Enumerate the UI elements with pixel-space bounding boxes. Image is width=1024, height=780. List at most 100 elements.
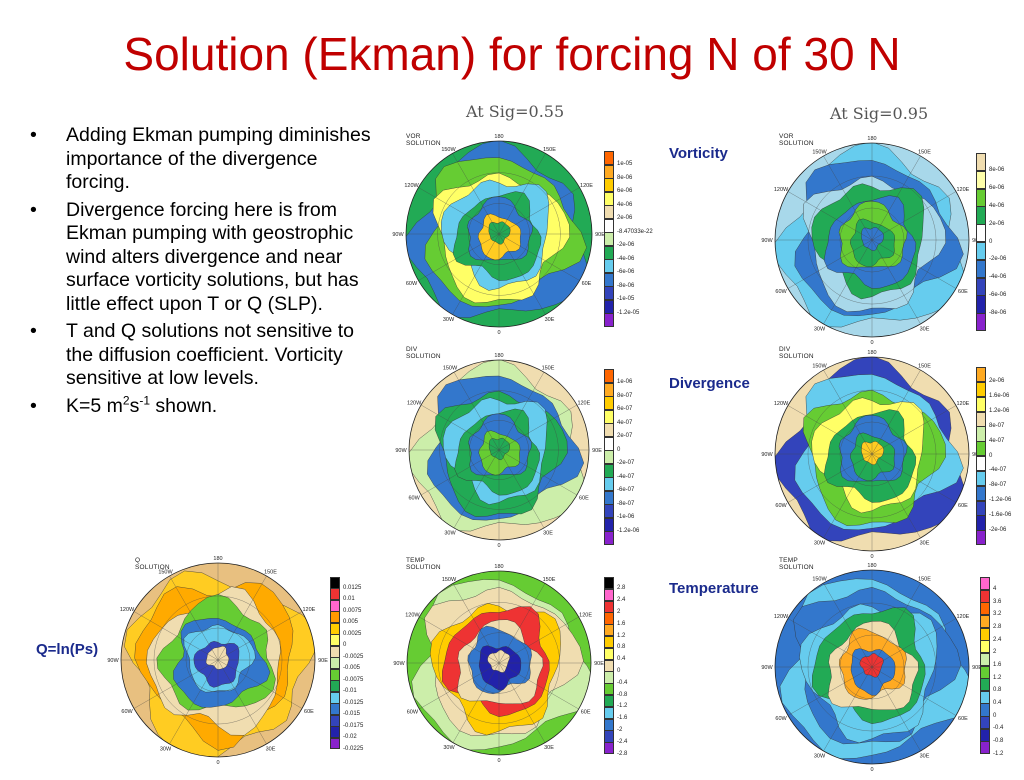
- colorbar-swatch: [604, 588, 614, 602]
- colorbar-tick-label: 0: [617, 667, 621, 674]
- colorbar-swatch: [604, 706, 614, 720]
- longitude-label: 30W: [814, 326, 826, 332]
- colorbar-tick-label: 1.2: [993, 674, 1002, 681]
- longitude-label: 180: [867, 136, 876, 142]
- panel-title: DIV SOLUTION: [779, 346, 814, 360]
- polar-map: 180 150E 120E 90E 60E 30E 0 30W 60W 90W 120W 150W: [392, 134, 605, 336]
- bullet-item: K=5 m2s-1 shown.: [26, 394, 378, 419]
- colorbar-swatch: [976, 411, 986, 427]
- longitude-label: 180: [494, 564, 503, 570]
- header-sig-095: At Sig=0.95: [830, 104, 929, 123]
- panel-title: TEMP SOLUTION: [779, 557, 814, 571]
- longitude-label: 60E: [958, 716, 968, 722]
- colorbar-tick-label: -4e-06: [617, 255, 635, 262]
- colorbar-tick-label: 4e-07: [617, 419, 633, 426]
- colorbar-tick-label: -1.6e-06: [989, 511, 1012, 518]
- colorbar-swatch: [604, 382, 614, 397]
- colorbar-tick-label: -1.2e-06: [617, 527, 640, 534]
- colorbar-swatch: [976, 259, 986, 279]
- longitude-label: 90W: [761, 238, 773, 244]
- colorbar-tick-label: 1.6: [617, 620, 626, 627]
- longitude-label: 180: [867, 563, 876, 569]
- colorbar-tick-label: 0.01: [343, 596, 355, 603]
- colorbar-tick-label: 0: [993, 712, 997, 719]
- colorbar-tick-label: -4e-07: [989, 467, 1007, 474]
- colorbar-swatch: [976, 224, 986, 243]
- colorbar-swatch: [980, 614, 990, 629]
- colorbar-tick-label: 2e-07: [617, 433, 633, 440]
- colorbar-swatch: [980, 652, 990, 666]
- colorbar-tick-label: -0.8: [617, 691, 628, 698]
- longitude-label: 90E: [972, 665, 982, 671]
- colorbar-tick-label: -2e-06: [989, 256, 1007, 263]
- colorbar-tick-label: 0.0125: [343, 584, 362, 591]
- colorbar-swatch: [604, 490, 614, 505]
- colorbar-tick-label: 4e-07: [989, 437, 1005, 444]
- colorbar-swatch: [980, 716, 990, 730]
- longitude-label: 90W: [395, 448, 407, 454]
- colorbar-tick-label: 2.8: [993, 624, 1002, 631]
- colorbar-swatch: [330, 599, 340, 612]
- colorbar-swatch: [980, 627, 990, 641]
- colorbar-swatch: [604, 178, 614, 193]
- longitude-label: 120W: [120, 607, 135, 613]
- longitude-label: 30E: [266, 746, 276, 752]
- colorbar-tick-label: 2: [617, 608, 621, 615]
- row-label-divergence: Divergence: [669, 375, 750, 392]
- colorbar-tick-label: -8e-06: [617, 282, 635, 289]
- longitude-label: 90E: [594, 661, 604, 667]
- colorbar-swatch: [980, 728, 990, 742]
- longitude-label: 120E: [957, 401, 970, 407]
- bullet-list: Adding Ekman pumping diminishes importan…: [26, 124, 378, 422]
- colorbar-swatch: [980, 665, 990, 679]
- panel-title: VOR SOLUTION: [779, 133, 814, 147]
- longitude-label: 60E: [581, 710, 591, 716]
- longitude-label: 30E: [920, 753, 930, 759]
- colorbar-swatch: [604, 396, 614, 411]
- longitude-label: 150E: [543, 577, 556, 583]
- colorbar-swatch: [330, 703, 340, 716]
- k-prefix: K=5 m: [66, 394, 123, 417]
- colorbar-swatch: [980, 678, 990, 692]
- colorbar-swatch: [976, 367, 986, 383]
- colorbar-swatch: [330, 668, 340, 681]
- colorbar-tick-label: 0.4: [617, 656, 626, 663]
- colorbar-tick-label: -8e-07: [617, 500, 635, 507]
- colorbar-swatch: [980, 602, 990, 616]
- row-label-temperature: Temperature: [669, 580, 759, 597]
- colorbar-swatch: [330, 737, 340, 750]
- colorbar-tick-label: -0.005: [343, 665, 361, 672]
- colorbar-swatch: [604, 742, 614, 755]
- colorbar-tick-label: 1e-06: [617, 379, 633, 386]
- longitude-label: 30W: [443, 317, 455, 323]
- colorbar-swatch: [604, 600, 614, 613]
- colorbar-swatch: [604, 272, 614, 287]
- colorbar-swatch: [330, 714, 340, 727]
- longitude-label: 90W: [393, 661, 405, 667]
- colorbar-swatch: [976, 530, 986, 546]
- colorbar-swatch: [976, 188, 986, 207]
- colorbar-tick-label: -4e-06: [989, 274, 1007, 281]
- k-suffix: shown.: [150, 394, 218, 417]
- panel-title: VOR SOLUTION: [406, 133, 441, 147]
- colorbar-swatch: [604, 164, 614, 179]
- longitude-label: 180: [494, 353, 503, 359]
- colorbar-swatch: [604, 463, 614, 478]
- colorbar-tick-label: 1.2: [617, 632, 626, 639]
- colorbar-swatch: [604, 151, 614, 166]
- colorbar-swatch: [976, 313, 986, 332]
- colorbar-tick-label: -0.015: [343, 711, 361, 718]
- colorbar-tick-label: 0: [989, 452, 993, 459]
- colorbar-tick-label: -2.8: [617, 750, 628, 757]
- colorbar-swatch: [980, 577, 990, 591]
- colorbar-swatch: [330, 657, 340, 670]
- colorbar-tick-label: -0.02: [343, 734, 357, 741]
- longitude-label: 30W: [443, 745, 455, 751]
- polar-map: 180 150E 120E 90E 60E 30E 0 30W 60W 90W 120W 150W: [395, 353, 602, 549]
- colorbar-swatch: [604, 695, 614, 708]
- colorbar-tick-label: -1e-05: [617, 296, 635, 303]
- colorbar-tick-label: 0.0025: [343, 630, 362, 637]
- colorbar-swatch: [604, 517, 614, 532]
- colorbar-swatch: [980, 703, 990, 717]
- colorbar-tick-label: 4e-06: [989, 202, 1005, 209]
